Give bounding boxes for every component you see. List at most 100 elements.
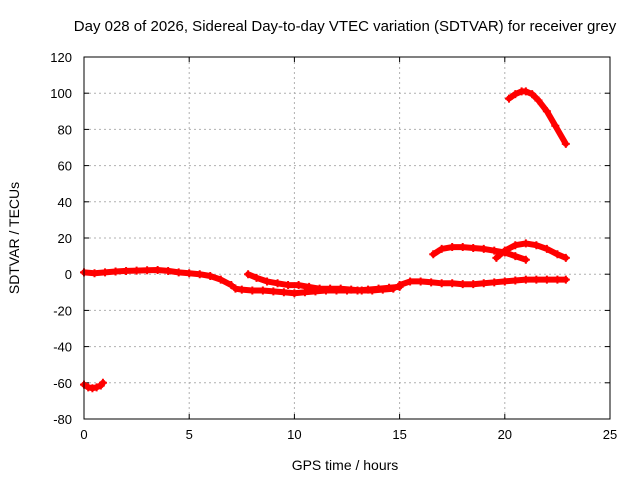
y-axis-label: SDTVAR / TECUs	[6, 182, 22, 294]
data-point	[469, 243, 478, 252]
data-point	[347, 285, 356, 294]
data-point	[532, 241, 541, 250]
data-point	[300, 288, 309, 297]
data-point	[284, 281, 293, 290]
data-point	[315, 284, 324, 293]
data-point	[164, 266, 173, 275]
y-tick-label: 0	[65, 267, 72, 282]
data-point	[492, 253, 501, 262]
data-point	[561, 139, 570, 148]
data-point	[273, 279, 282, 288]
data-point	[511, 90, 520, 99]
data-point	[561, 253, 570, 262]
data-series	[80, 87, 570, 393]
grid-lines	[84, 57, 610, 419]
data-point	[416, 277, 425, 286]
data-point	[553, 250, 562, 259]
data-point	[511, 276, 520, 285]
data-point	[534, 96, 543, 105]
y-tick-label: 80	[58, 122, 72, 137]
data-point	[458, 243, 467, 252]
data-point	[521, 239, 530, 248]
data-point	[448, 243, 457, 252]
data-point	[490, 278, 499, 287]
chart-title: Day 028 of 2026, Sidereal Day-to-day VTE…	[74, 18, 617, 35]
data-point	[195, 270, 204, 279]
series-seg-a	[80, 266, 236, 290]
series-seg-f	[492, 239, 570, 262]
series-seg-e	[429, 243, 530, 264]
data-point	[490, 246, 499, 255]
data-point	[185, 269, 194, 278]
data-point	[521, 255, 530, 264]
x-tick-label: 0	[80, 427, 87, 442]
series-seg-g	[505, 87, 570, 148]
series-seg-c	[244, 270, 398, 295]
data-point	[500, 246, 509, 255]
data-point	[132, 266, 141, 275]
data-point	[92, 383, 101, 392]
data-point	[244, 270, 253, 279]
data-point	[90, 269, 99, 278]
data-point	[427, 278, 436, 287]
data-point	[143, 266, 152, 275]
y-tick-label: 60	[58, 159, 72, 174]
data-point	[279, 288, 288, 297]
data-point	[294, 281, 303, 290]
data-point	[448, 279, 457, 288]
data-point	[542, 275, 551, 284]
data-point	[269, 287, 278, 296]
data-point	[437, 244, 446, 253]
x-tick-label: 10	[287, 427, 301, 442]
y-tick-label: 100	[50, 86, 72, 101]
data-point	[290, 289, 299, 298]
data-point	[305, 282, 314, 291]
data-point	[101, 268, 110, 277]
data-point	[469, 280, 478, 289]
data-point	[511, 241, 520, 250]
x-tick-label: 20	[498, 427, 512, 442]
data-point	[553, 275, 562, 284]
data-point	[111, 267, 120, 276]
plot-frame	[83, 56, 611, 420]
data-point	[216, 275, 225, 284]
data-point	[206, 272, 215, 281]
data-point	[263, 277, 272, 286]
data-point	[122, 266, 131, 275]
data-point	[429, 250, 438, 259]
data-point	[389, 284, 398, 293]
data-point	[237, 285, 246, 294]
data-point	[378, 285, 387, 294]
data-point	[153, 266, 162, 275]
data-point	[551, 121, 560, 130]
x-axis-label: GPS time / hours	[292, 457, 399, 473]
y-tick-label: -60	[53, 376, 72, 391]
data-point	[227, 281, 236, 290]
x-tick-label: 15	[392, 427, 406, 442]
data-point	[511, 252, 520, 261]
data-point	[437, 279, 446, 288]
axis-ticks: 0 5 10 15 20 25 -80 -60 -40 -20 0 20 40 60 80 100 120	[50, 50, 617, 442]
series-seg-d	[395, 275, 570, 290]
data-point	[395, 281, 404, 290]
data-point	[357, 286, 366, 295]
y-tick-label: 120	[50, 50, 72, 65]
data-point	[252, 273, 261, 282]
data-point	[500, 277, 509, 286]
data-point	[336, 284, 345, 293]
data-point	[521, 87, 530, 96]
data-point	[458, 280, 467, 289]
data-point	[174, 268, 183, 277]
x-tick-label: 5	[186, 427, 193, 442]
data-point	[326, 284, 335, 293]
data-point	[561, 275, 570, 284]
data-point	[542, 244, 551, 253]
x-tick-label: 25	[603, 427, 617, 442]
data-point	[532, 275, 541, 284]
y-tick-label: 40	[58, 195, 72, 210]
data-point	[248, 286, 257, 295]
y-tick-label: -80	[53, 412, 72, 427]
series-line	[430, 244, 529, 263]
